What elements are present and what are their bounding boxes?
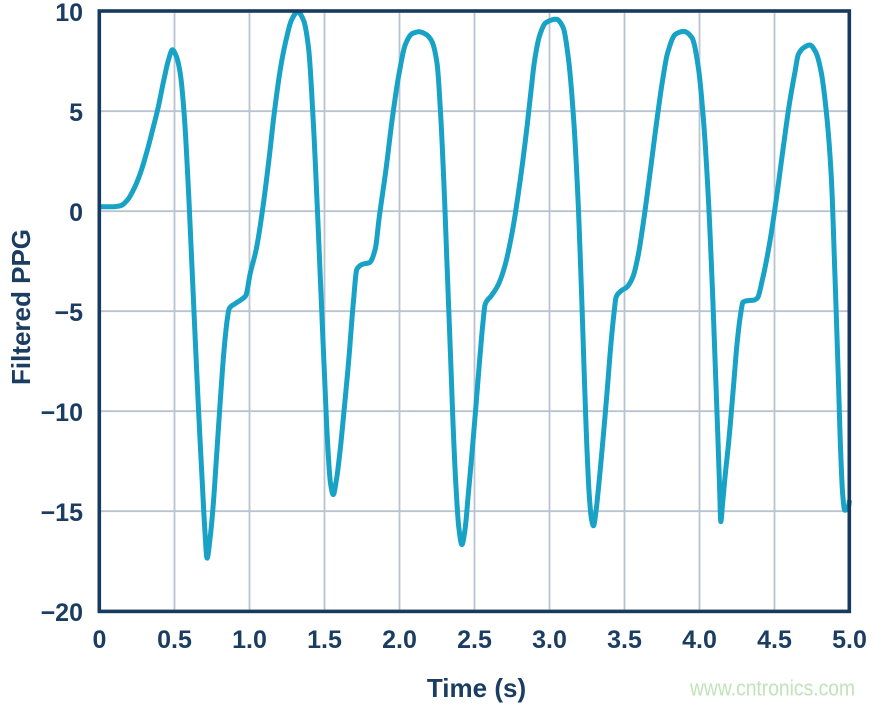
svg-text:10: 10 (55, 0, 83, 27)
svg-text:3.5: 3.5 (607, 626, 642, 654)
svg-text:3.0: 3.0 (532, 626, 567, 654)
svg-text:−5: −5 (54, 299, 83, 327)
svg-text:0: 0 (93, 626, 107, 654)
svg-text:Filtered PPG: Filtered PPG (6, 229, 36, 385)
svg-text:5: 5 (69, 99, 83, 127)
svg-text:1.0: 1.0 (232, 626, 267, 654)
svg-text:4.5: 4.5 (757, 626, 792, 654)
svg-text:www.cntronics.com: www.cntronics.com (689, 676, 855, 701)
svg-text:1.5: 1.5 (307, 626, 342, 654)
svg-text:Time (s): Time (s) (427, 673, 526, 703)
svg-text:−15: −15 (41, 499, 84, 527)
svg-text:2.5: 2.5 (457, 626, 492, 654)
svg-text:0.5: 0.5 (157, 626, 192, 654)
svg-text:−20: −20 (41, 599, 83, 627)
svg-text:−10: −10 (41, 399, 83, 427)
svg-text:2.0: 2.0 (382, 626, 417, 654)
svg-text:4.0: 4.0 (682, 626, 717, 654)
svg-text:5.0: 5.0 (832, 626, 867, 654)
svg-text:0: 0 (69, 199, 83, 227)
